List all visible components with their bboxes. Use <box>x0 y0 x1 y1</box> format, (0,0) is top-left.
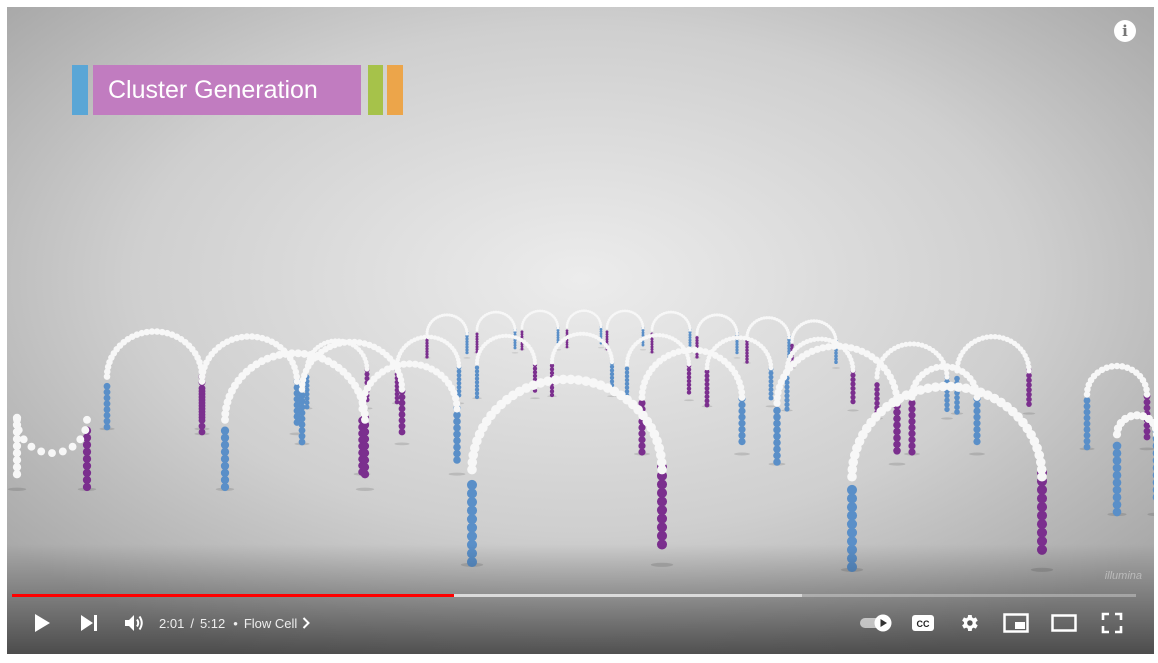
autoplay-toggle[interactable] <box>856 605 896 641</box>
play-button[interactable] <box>24 605 60 641</box>
fullscreen-icon <box>1101 612 1123 634</box>
title-accent-blue <box>72 65 88 115</box>
chapter-button[interactable]: Flow Cell <box>243 615 311 631</box>
fullscreen-button[interactable] <box>1092 605 1132 641</box>
controls-bar: 2:01 / 5:12 • Flow Cell CC <box>0 605 1158 641</box>
svg-text:CC: CC <box>917 619 930 629</box>
controls-gradient <box>7 544 1154 654</box>
theater-icon <box>1051 614 1077 632</box>
chevron-right-icon <box>303 617 311 629</box>
progress-played <box>12 594 454 597</box>
chapter-dot: • <box>233 615 238 631</box>
miniplayer-button[interactable] <box>996 605 1036 641</box>
info-icon[interactable]: i <box>1114 20 1136 42</box>
time-current: 2:01 <box>159 615 185 631</box>
volume-button[interactable] <box>116 605 154 641</box>
progress-bar[interactable] <box>12 594 1136 598</box>
captions-button[interactable]: CC <box>903 605 943 641</box>
chapter-title: Flow Cell <box>243 615 298 631</box>
next-button[interactable] <box>71 605 107 641</box>
settings-button[interactable] <box>949 605 989 641</box>
settings-icon <box>962 615 978 631</box>
time-duration: 5:12 <box>199 615 226 631</box>
time-display: 2:01 / 5:12 • Flow Cell <box>159 605 311 641</box>
title-accent-green <box>368 65 383 115</box>
captions-icon: CC <box>912 615 934 631</box>
miniplayer-icon <box>1003 613 1029 633</box>
theater-button[interactable] <box>1044 605 1084 641</box>
play-icon <box>35 614 50 632</box>
title-card-text: Cluster Generation <box>93 65 361 115</box>
video-player[interactable]: Cluster Generation i illumina <box>7 7 1154 654</box>
next-icon <box>81 615 97 631</box>
title-accent-orange <box>387 65 403 115</box>
autoplay-toggle-icon <box>860 614 892 632</box>
time-separator: / <box>190 615 194 631</box>
volume-icon <box>125 615 143 631</box>
